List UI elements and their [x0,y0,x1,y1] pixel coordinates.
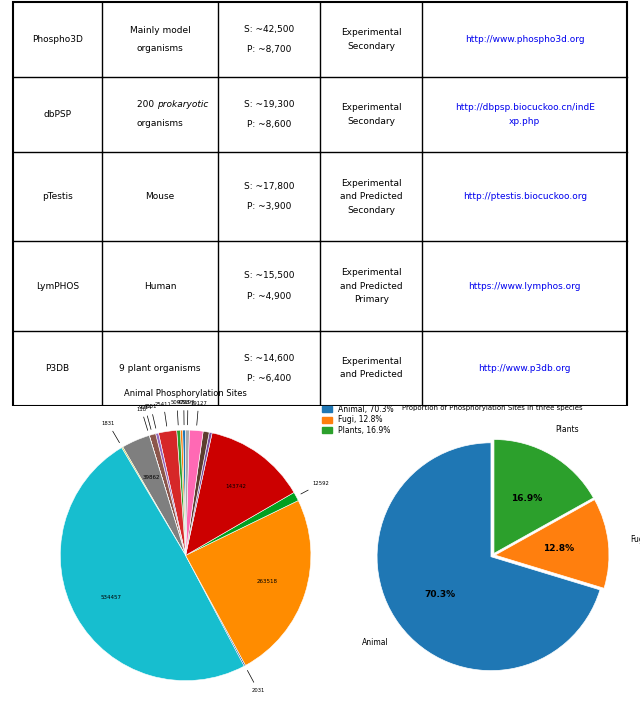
Wedge shape [180,430,186,555]
Wedge shape [186,433,294,555]
Wedge shape [60,448,244,681]
Text: LymPHOS: LymPHOS [36,282,79,290]
Text: dbPSP: dbPSP [44,110,72,119]
Wedge shape [182,430,186,555]
Text: and Predicted: and Predicted [340,370,403,379]
Text: 1831: 1831 [102,421,120,443]
Text: Primary: Primary [354,295,388,304]
Text: Phospho3D: Phospho3D [32,35,83,44]
Text: and Predicted: and Predicted [340,282,403,290]
Text: organisms: organisms [136,119,184,128]
Text: S: ~17,800: S: ~17,800 [244,182,294,192]
Text: Experimental: Experimental [341,179,401,188]
Text: S: ~19,300: S: ~19,300 [244,100,294,109]
Text: 5097: 5097 [170,400,184,425]
Wedge shape [186,501,311,666]
Text: http://ptestis.biocuckoo.org: http://ptestis.biocuckoo.org [463,192,587,201]
Text: P: ~8,700: P: ~8,700 [246,46,291,54]
Text: P: ~3,900: P: ~3,900 [246,202,291,211]
Wedge shape [494,439,593,553]
Text: 2031: 2031 [248,671,264,693]
Wedge shape [186,431,209,555]
Text: Mouse: Mouse [145,192,175,201]
Text: 70.3%: 70.3% [424,590,455,600]
Text: Plants: Plants [555,425,579,434]
Text: 19127: 19127 [190,401,207,425]
Legend: Animal, 70.3%, Fugi, 12.8%, Plants, 16.9%: Animal, 70.3%, Fugi, 12.8%, Plants, 16.9… [320,402,396,437]
Text: P: ~8,600: P: ~8,600 [246,120,291,130]
Text: 4098: 4098 [177,400,191,425]
Text: 12.8%: 12.8% [543,544,574,553]
Text: Fugi: Fugi [630,535,640,544]
Text: P3DB: P3DB [45,364,70,373]
Wedge shape [495,500,609,588]
Text: Secondary: Secondary [348,206,396,215]
Text: 534457: 534457 [100,595,122,600]
Wedge shape [149,436,186,555]
Text: Experimental: Experimental [341,103,401,112]
Text: 4051: 4051 [144,404,157,428]
Wedge shape [186,432,212,555]
Text: 9014: 9014 [138,405,152,429]
Text: pTestis: pTestis [42,192,73,201]
Text: https://www.lymphos.org: https://www.lymphos.org [468,282,581,290]
Wedge shape [177,430,186,555]
Text: Animal: Animal [362,638,389,646]
Text: Experimental: Experimental [341,357,401,366]
Text: Human: Human [144,282,176,290]
Text: Secondary: Secondary [348,117,396,126]
Text: Secondary: Secondary [348,42,396,51]
Title: Animal Phosphorylation Sites: Animal Phosphorylation Sites [124,389,247,398]
Text: P: ~4,900: P: ~4,900 [246,292,291,300]
Wedge shape [186,430,203,555]
Text: Mainly model: Mainly model [130,26,190,35]
Wedge shape [186,555,246,666]
Wedge shape [156,433,186,555]
Text: S: ~15,500: S: ~15,500 [244,271,294,281]
Text: organisms: organisms [136,44,184,53]
Text: 39862: 39862 [143,475,161,480]
Text: prokaryotic: prokaryotic [157,100,208,109]
Wedge shape [186,493,298,555]
Text: S: ~42,500: S: ~42,500 [244,25,294,34]
Text: 5199: 5199 [181,400,195,425]
Text: http://www.p3db.org: http://www.p3db.org [479,364,571,373]
Text: 12592: 12592 [301,481,329,494]
Title: Proportion of Phosphorylation Sites in three species: Proportion of Phosphorylation Sites in t… [403,405,583,412]
Wedge shape [159,430,186,555]
Text: http://www.phospho3d.org: http://www.phospho3d.org [465,35,584,44]
Wedge shape [149,434,186,555]
Text: Experimental: Experimental [341,28,401,37]
Text: 25411: 25411 [155,402,172,426]
Text: 143742: 143742 [225,484,246,489]
Text: 9 plant organisms: 9 plant organisms [119,364,201,373]
Text: P: ~6,400: P: ~6,400 [246,374,291,383]
Wedge shape [122,447,186,555]
Wedge shape [377,443,600,671]
Text: S: ~14,600: S: ~14,600 [244,354,294,362]
Text: 16.9%: 16.9% [511,494,542,503]
Text: xp.php: xp.php [509,117,540,126]
Text: and Predicted: and Predicted [340,192,403,201]
Wedge shape [186,430,189,555]
Text: 263518: 263518 [256,579,277,584]
Text: 200: 200 [137,100,157,109]
Text: 118: 118 [136,407,148,430]
Text: Experimental: Experimental [341,268,401,277]
Wedge shape [123,436,186,555]
Text: http://dbpsp.biocuckoo.cn/indE: http://dbpsp.biocuckoo.cn/indE [455,103,595,112]
